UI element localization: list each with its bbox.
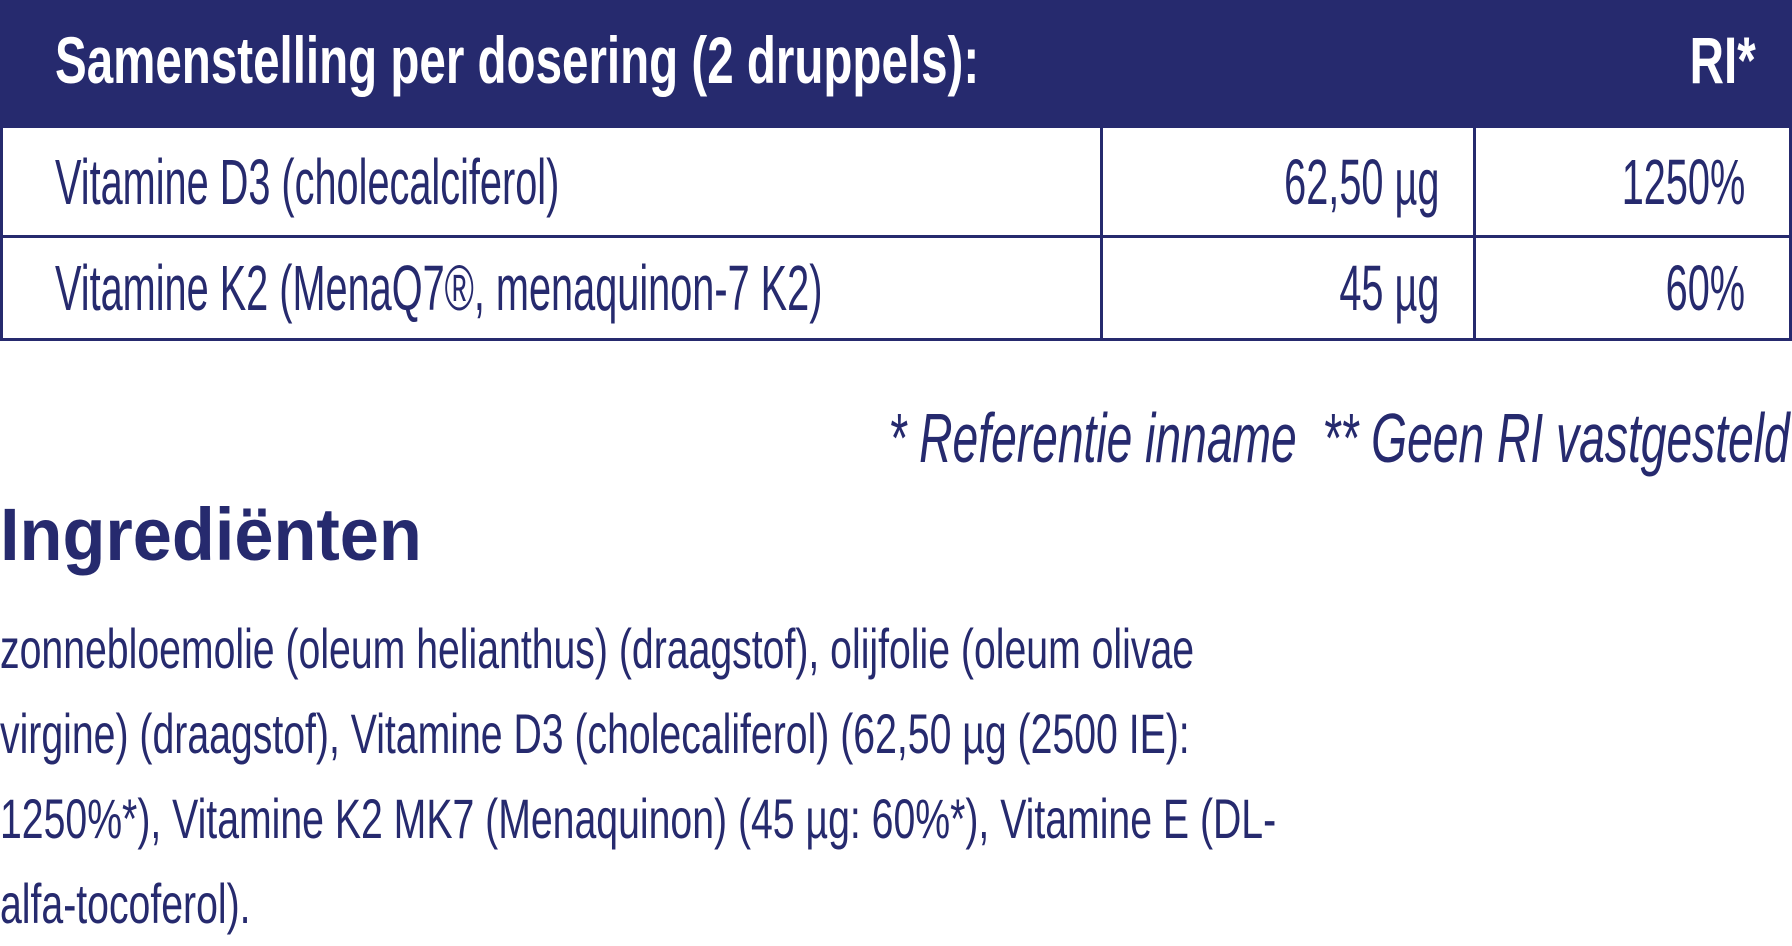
ingredients-line: alfa-tocoferol). [0,872,251,935]
table-header: Samenstelling per dosering (2 druppels):… [0,0,1792,128]
table-row: Vitamine K2 (MenaQ7®, menaquinon-7 K2) 4… [0,235,1792,341]
ingredients-title: Ingrediënten [0,493,422,576]
row-name: Vitamine K2 (MenaQ7®, menaquinon-7 K2) [55,252,823,324]
table-row: Vitamine D3 (cholecalciferol) 62,50 µg 1… [0,128,1792,238]
row-ri: 60% [1665,252,1745,324]
ingredients-line: zonnebloemolie (oleum helianthus) (draag… [0,617,1195,680]
ingredients-line: 1250%*), Vitamine K2 MK7 (Menaquinon) (4… [0,787,1277,850]
nutrition-table: Samenstelling per dosering (2 druppels):… [0,0,1792,341]
row-ri: 1250% [1621,145,1745,218]
header-title: Samenstelling per dosering (2 druppels): [55,23,980,97]
ingredients-line: virgine) (draagstof), Vitamine D3 (chole… [0,702,1190,765]
row-amount: 62,50 µg [1283,145,1439,218]
row-amount: 45 µg [1338,252,1439,324]
footnote: * Referentie inname ** Geen RI vastgeste… [888,399,1790,477]
header-ri: RI* [1689,23,1756,97]
row-name: Vitamine D3 (cholecalciferol) [55,145,560,218]
ingredients-text: zonnebloemolie (oleum helianthus) (draag… [0,606,1792,946]
